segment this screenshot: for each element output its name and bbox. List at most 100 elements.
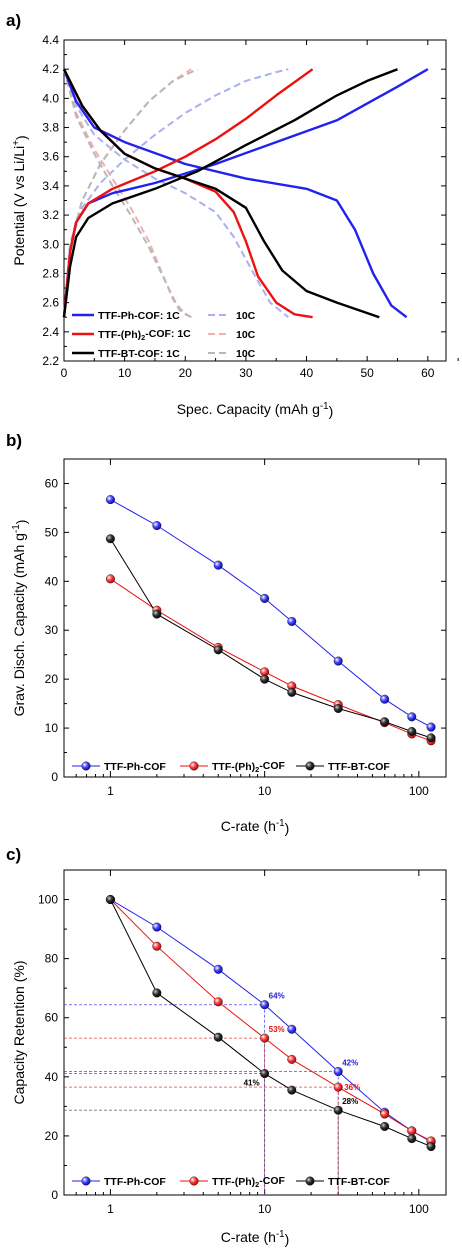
data-point [333, 1082, 343, 1092]
data-point [380, 1121, 390, 1131]
data-point [426, 733, 436, 743]
x-tick-label-a: 60 [421, 366, 435, 380]
legend-label-1c: TTF-Ph-COF: 1C [98, 310, 180, 322]
curve-charge-1c [62, 68, 429, 318]
y-tick-label-a: 3.2 [42, 208, 59, 222]
data-point [105, 574, 115, 584]
legend-swatch-marker [305, 761, 315, 771]
y-tick-label-b: 60 [45, 476, 59, 490]
data-point [213, 997, 223, 1007]
x-tick-label-c: 100 [409, 1202, 429, 1216]
panel-b: b) 0 10 20 30 40 50 60 1 10 100 C-rate (h-1) Grav. D… [6, 431, 447, 836]
data-point [333, 704, 343, 714]
data-point [333, 1105, 343, 1115]
y-tick-label-a: 4.4 [42, 33, 59, 47]
x-axis-label-c: C-rate (h-1) [221, 1229, 290, 1247]
y-tick-label-b: 40 [45, 574, 59, 588]
panel-label-c: c) [6, 845, 21, 864]
series-line [110, 899, 432, 1142]
legend-label-1c: TTF-BT-COF: 1C [98, 348, 180, 360]
y-tick-label-b: 30 [45, 623, 59, 637]
data-point [213, 645, 223, 655]
panel-label-b: b) [6, 431, 22, 450]
x-tick-label-a: 0 [61, 366, 68, 380]
data-point [260, 1033, 270, 1043]
y-axis-label-a: Potential (V vs Li/Li+) [11, 135, 29, 265]
legend-label-10c: 10C [236, 329, 256, 341]
y-tick-label-c: 20 [45, 1129, 59, 1143]
y-tick-label-a: 3.6 [42, 150, 59, 164]
y-tick-label-a: 2.6 [42, 296, 59, 310]
x-axis-label-a: Spec. Capacity (mAh g-1) [177, 401, 334, 419]
data-point [407, 1126, 417, 1136]
panel-c: c) 0 20 40 60 80 100 1 10 100 C-rate (h-1) Capacity… [6, 845, 447, 1247]
data-point [287, 616, 297, 626]
curve-charge-1c [62, 68, 398, 318]
data-point [407, 712, 417, 722]
data-point [426, 722, 436, 732]
series-line [109, 538, 432, 739]
curve-charge-10c [63, 68, 289, 318]
x-tick-label-a: 10 [118, 366, 132, 380]
y-tick-label-b: 10 [45, 721, 59, 735]
annotation-label: 42% [342, 1059, 358, 1068]
legend-label-10c: 10C [236, 348, 256, 360]
data-point [260, 674, 270, 684]
x-tick-label-a: 20 [179, 366, 193, 380]
plot-frame-b [63, 458, 447, 778]
data-point [380, 1109, 390, 1119]
data-point [287, 687, 297, 697]
legend-swatch-marker [189, 1176, 199, 1186]
data-point [152, 941, 162, 951]
x-tick-label-b: 1 [107, 784, 114, 798]
legend-swatch-marker [81, 761, 91, 771]
data-point [152, 922, 162, 932]
data-point [152, 521, 162, 531]
x-tick-label-a: 50 [360, 366, 374, 380]
panel-label-a: a) [6, 11, 21, 30]
y-tick-label-c: 0 [51, 1188, 58, 1202]
legend-swatch-marker [305, 1176, 315, 1186]
curve-discharge-1c [62, 68, 380, 319]
x-tick-label-a: 40 [300, 366, 314, 380]
y-tick-label-c: 40 [45, 1070, 59, 1084]
data-point [260, 1000, 270, 1010]
data-point [260, 593, 270, 603]
annotation-label: 53% [269, 1025, 285, 1034]
y-tick-label-b: 50 [45, 525, 59, 539]
x-tick-label-b: 10 [258, 784, 272, 798]
y-tick-label-c: 100 [38, 893, 58, 907]
curve-discharge-10c [63, 68, 192, 319]
data-point [105, 534, 115, 544]
legend-label: TTF-Ph-COF [104, 761, 166, 773]
legend-label: TTF-BT-COF [328, 761, 390, 773]
legend-label-1c: TTF-(Ph)2-COF: 1C [98, 328, 191, 342]
legend-swatch-marker [189, 761, 199, 771]
x-tick-label-a: 30 [239, 366, 253, 380]
y-tick-label-a: 4.2 [42, 62, 59, 76]
data-point [287, 1024, 297, 1034]
data-point [213, 964, 223, 974]
y-tick-label-a: 3.8 [42, 121, 59, 135]
legend-label: TTF-Ph-COF [104, 1176, 166, 1188]
data-point [407, 727, 417, 737]
data-point [152, 988, 162, 998]
data-point [333, 656, 343, 666]
y-tick-label-b: 0 [51, 770, 58, 784]
y-tick-label-c: 60 [45, 1011, 59, 1025]
legend-label: TTF-(Ph)2-COF [212, 1175, 285, 1189]
curve-discharge-1c [62, 68, 408, 319]
data-point [426, 1142, 436, 1152]
series-line [110, 899, 432, 1143]
y-tick-label-a: 2.8 [42, 266, 59, 280]
curve-discharge-10c [63, 68, 289, 318]
x-axis-label-b: C-rate (h-1) [221, 818, 290, 836]
curve-charge-1c [62, 68, 314, 318]
data-point [213, 1032, 223, 1042]
data-point [260, 1069, 270, 1079]
y-tick-label-a: 2.2 [42, 354, 59, 368]
y-tick-label-b: 20 [45, 672, 59, 686]
y-tick-label-a: 3.0 [42, 237, 59, 251]
y-tick-label-a: 3.4 [42, 179, 59, 193]
